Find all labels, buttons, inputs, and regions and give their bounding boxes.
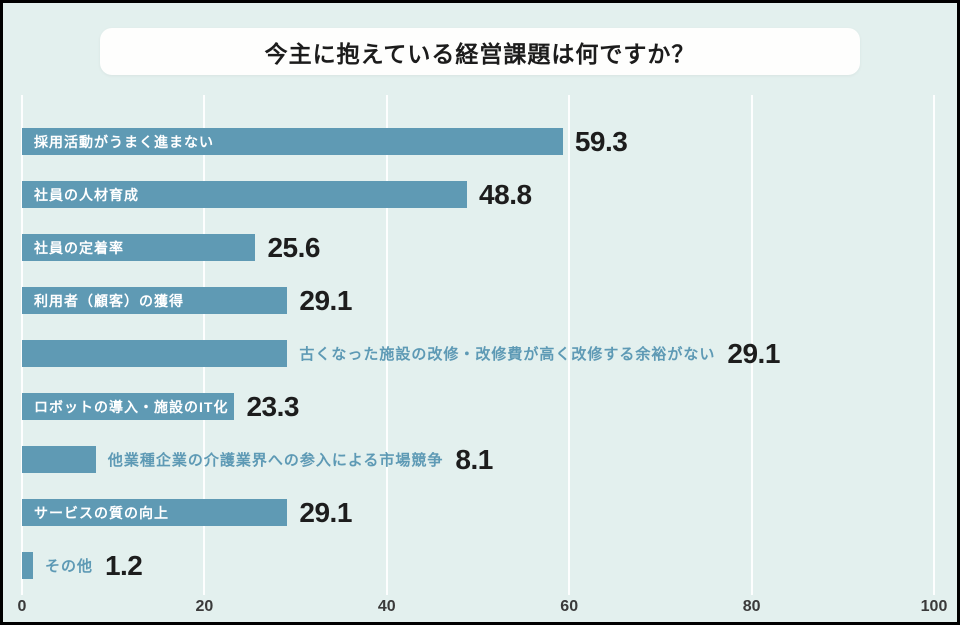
bar-row: 採用活動がうまく進まない 59.3 [22, 125, 934, 157]
bar-label: 社員の定着率 [34, 239, 124, 256]
bar-row: 古くなった施設の改修・改修費が高く改修する余裕がない 29.1 [22, 337, 934, 369]
bar [22, 340, 288, 367]
chart-title-banner: 今主に抱えている経営課題は何ですか？ [100, 28, 860, 75]
bar [22, 552, 33, 579]
chart-title: 今主に抱えている経営課題は何ですか？ [264, 40, 696, 67]
bar-row: ロボットの導入・施設のIT化 23.3 [22, 390, 934, 422]
bar-label: その他 [44, 558, 93, 575]
bar: 社員の人材育成 [22, 181, 468, 208]
x-axis: 0 20 40 60 80 100 [18, 598, 948, 620]
plot-area: 採用活動がうまく進まない 59.3 社員の人材育成 48.8 社員の定着率 25.6 利用者… [21, 95, 935, 595]
bar: ロボットの導入・施設のIT化 [22, 393, 235, 420]
bar-value: 23.3 [246, 390, 299, 422]
bar: 利用者（顧客）の獲得 [22, 287, 288, 314]
bar-label: 他業種企業の介護業界への参入による市場競争 [107, 452, 444, 469]
bar-row: その他 1.2 [22, 549, 934, 581]
bar-value: 29.1 [299, 284, 352, 316]
bar [22, 446, 96, 473]
bar-row: 他業種企業の介護業界への参入による市場競争 8.1 [22, 443, 934, 475]
bar-value: 59.3 [574, 125, 628, 157]
bar-value: 29.1 [727, 337, 780, 369]
x-axis-tick-label: 0 [17, 598, 27, 615]
bar: サービスの質の向上 [22, 499, 288, 526]
x-axis-tick-label: 100 [920, 598, 948, 615]
bar-row: 利用者（顧客）の獲得 29.1 [22, 284, 934, 316]
bar: 採用活動がうまく進まない [22, 128, 563, 155]
bar-row: 社員の定着率 25.6 [22, 231, 934, 263]
bar: 社員の定着率 [22, 234, 256, 261]
bar-label: 古くなった施設の改修・改修費が高く改修する余裕がない [299, 346, 716, 363]
gridline [933, 95, 935, 595]
gridline [750, 95, 753, 595]
gridline [385, 95, 388, 595]
bar-label: ロボットの導入・施設のIT化 [34, 398, 229, 415]
bar-label: サービスの質の向上 [34, 504, 169, 521]
bar-label: 採用活動がうまく進まない [34, 133, 214, 150]
gridline [568, 95, 571, 595]
bar-row: サービスの質の向上 29.1 [22, 496, 934, 528]
bar-value: 29.1 [299, 496, 352, 528]
bar-value: 25.6 [267, 231, 320, 263]
bar-value: 1.2 [104, 549, 143, 581]
bar-value: 8.1 [455, 443, 493, 475]
x-axis-tick-label: 20 [195, 598, 214, 615]
bar-row: 社員の人材育成 48.8 [22, 178, 934, 210]
bar-label: 社員の人材育成 [34, 186, 139, 203]
x-axis-tick-label: 40 [377, 598, 396, 615]
x-axis-tick-label: 80 [742, 598, 761, 615]
bar-value: 48.8 [479, 178, 532, 210]
x-axis-tick-label: 60 [560, 598, 579, 615]
bar-label: 利用者（顧客）の獲得 [34, 292, 184, 309]
